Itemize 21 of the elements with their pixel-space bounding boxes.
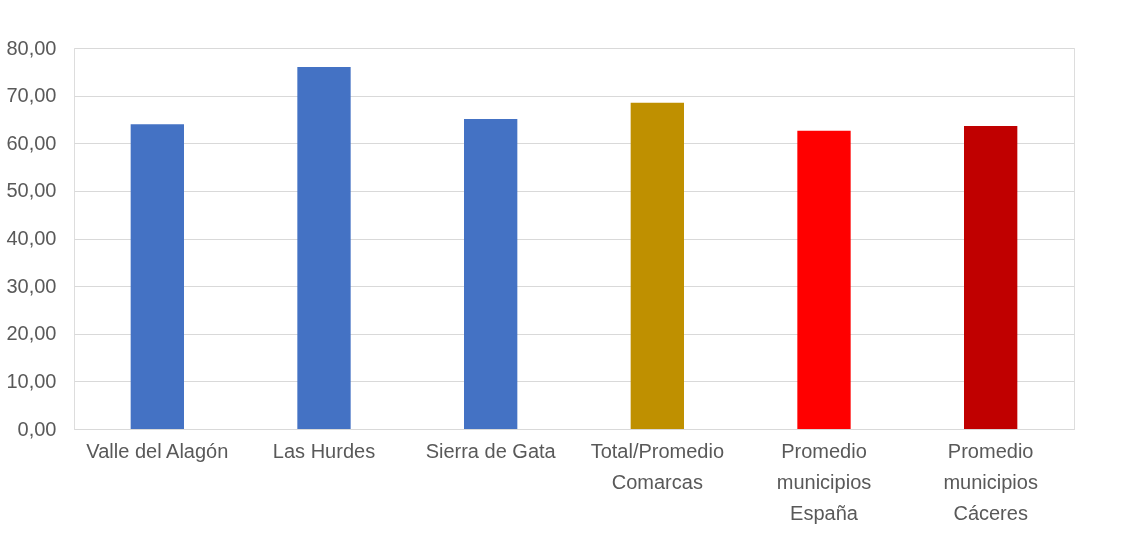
x-tick-label: Total/Promedio Comarcas [590,439,725,493]
y-tick-label: 60,00 [6,131,57,154]
y-tick-label: 10,00 [6,369,57,392]
bar [630,102,684,429]
x-tick-label: Valle del Alagón [86,439,229,462]
y-tick-label: 80,00 [6,36,57,59]
x-tick-label: Promedio municipios España [776,439,872,524]
y-tick-label: 20,00 [6,322,57,345]
y-tick-label: 70,00 [6,84,57,107]
bar [464,118,518,429]
x-tick-label: Sierra de Gata [425,439,557,462]
x-tick-label: Promedio municipios Cáceres [943,439,1038,524]
y-tick-label: 50,00 [6,179,57,202]
y-tick-label: 40,00 [6,227,57,249]
bar [964,126,1018,429]
x-tick-label: Las Hurdes [272,439,376,462]
y-tick-label: 30,00 [6,274,57,297]
bar [297,67,351,429]
bar [797,130,851,429]
bar [130,124,184,429]
y-tick-label: 0,00 [17,417,57,440]
